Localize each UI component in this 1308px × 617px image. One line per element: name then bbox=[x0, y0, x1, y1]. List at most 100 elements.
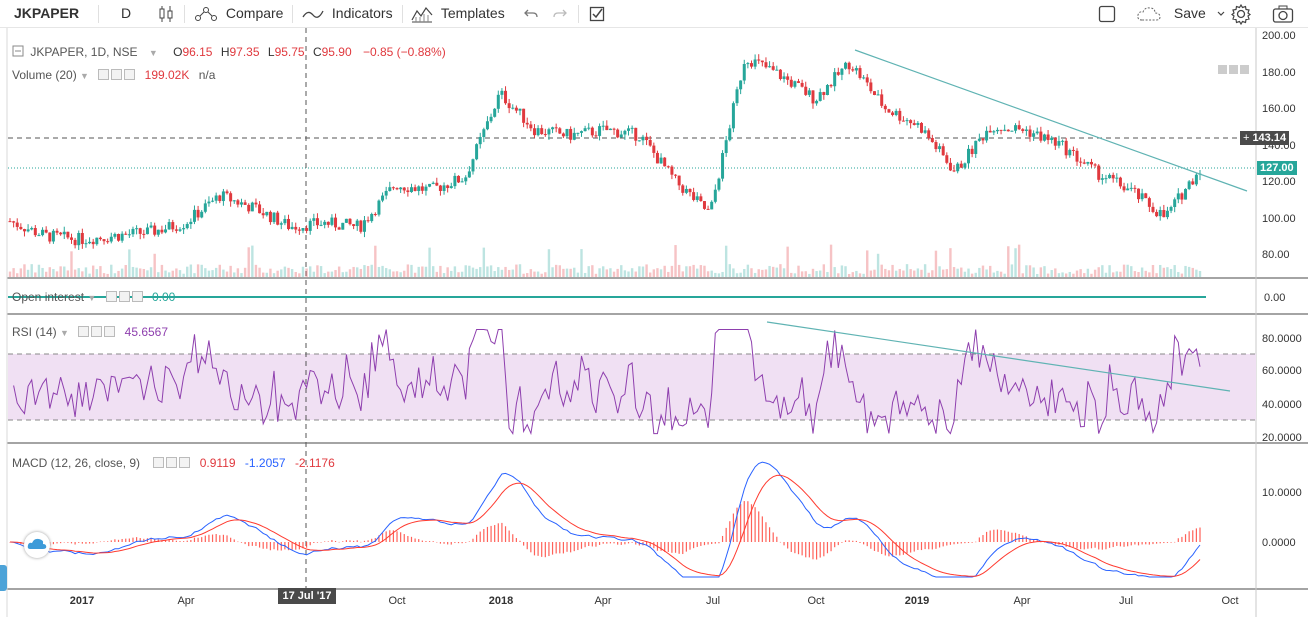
settings-small-icon[interactable] bbox=[91, 326, 103, 337]
volume-bar bbox=[544, 272, 547, 277]
chart-canvas[interactable]: 200.00180.00160.00140.00120.00100.0080.0… bbox=[0, 28, 1308, 617]
volume-bar bbox=[920, 269, 923, 277]
volume-bar bbox=[272, 273, 276, 277]
main-legend: JKPAPER, 1D, NSE ▼ O96.15 H97.35 L95.75 … bbox=[12, 44, 446, 60]
candle-body bbox=[739, 80, 743, 90]
candle-body bbox=[854, 68, 858, 71]
undo-button[interactable] bbox=[523, 0, 539, 26]
candle-body bbox=[898, 110, 902, 121]
close-icon[interactable] bbox=[104, 326, 116, 337]
fullscreen-button[interactable] bbox=[1098, 0, 1116, 26]
macd-histogram-bar bbox=[67, 542, 69, 543]
volume-bar bbox=[377, 266, 381, 277]
candle-body bbox=[391, 187, 395, 189]
macd-legend: MACD (12, 26, close, 9) 0.9119 -1.2057 -… bbox=[12, 455, 335, 471]
visibility-icon[interactable] bbox=[105, 291, 117, 302]
close-icon[interactable] bbox=[179, 457, 191, 468]
visibility-icon[interactable] bbox=[98, 69, 110, 80]
candle-body bbox=[489, 116, 493, 122]
indicators-button[interactable]: Indicators bbox=[302, 0, 393, 26]
interval-button[interactable]: D bbox=[121, 5, 132, 21]
macd-histogram-bar bbox=[743, 501, 745, 542]
volume-bar bbox=[66, 270, 70, 277]
pane-controls[interactable] bbox=[1218, 61, 1254, 74]
dropdown-icon[interactable]: ▼ bbox=[148, 48, 158, 58]
candle-body bbox=[221, 191, 225, 202]
candle-body bbox=[930, 137, 934, 143]
chart-area[interactable]: 200.00 180.00 160.00 140.00 120.00 100.00 80.0… bbox=[0, 28, 1308, 617]
macd-histogram-bar bbox=[888, 542, 890, 557]
close-icon[interactable] bbox=[131, 291, 143, 302]
rsi-title[interactable]: RSI (14) bbox=[12, 325, 57, 339]
candle-body bbox=[887, 109, 891, 113]
side-panel-tab[interactable] bbox=[0, 565, 7, 591]
volume-bar bbox=[862, 273, 865, 277]
main-title[interactable]: JKPAPER, 1D, NSE bbox=[30, 45, 138, 59]
volume-bar bbox=[710, 270, 713, 277]
volume-bar bbox=[529, 269, 533, 277]
candle-body bbox=[999, 129, 1003, 131]
volume-bar bbox=[84, 267, 88, 277]
rsi-legend: RSI (14) ▼ 45.6567 bbox=[12, 324, 168, 340]
candle-body bbox=[1184, 188, 1188, 200]
close-label: C bbox=[312, 45, 322, 59]
volume-bar bbox=[73, 269, 77, 277]
volume-bar bbox=[157, 272, 160, 277]
volume-title[interactable]: Volume (20) bbox=[12, 68, 77, 82]
volume-bar bbox=[732, 268, 735, 277]
dropdown-icon[interactable]: ▼ bbox=[87, 293, 97, 303]
close-icon[interactable] bbox=[124, 69, 136, 80]
volume-bar bbox=[19, 268, 23, 277]
screenshot-checkbox-button[interactable] bbox=[589, 0, 605, 26]
volume-bar bbox=[594, 273, 598, 277]
volume-bar bbox=[475, 268, 478, 277]
settings-small-icon[interactable] bbox=[111, 69, 123, 80]
volume-bar bbox=[251, 245, 254, 277]
candle-body bbox=[815, 100, 819, 104]
signal-value: -2.1176 bbox=[294, 456, 335, 470]
macd-histogram-bar bbox=[479, 531, 481, 542]
chart-logo[interactable] bbox=[24, 532, 50, 558]
volume-bar bbox=[909, 269, 912, 277]
snapshot-button[interactable] bbox=[1272, 0, 1294, 26]
compare-button[interactable]: Compare bbox=[194, 0, 283, 26]
macd-histogram-bar bbox=[693, 542, 695, 549]
price-trendline[interactable] bbox=[854, 49, 1248, 192]
macd-histogram-bar bbox=[794, 542, 796, 554]
time-axis-label: 2019 bbox=[905, 595, 929, 607]
volume-bar bbox=[612, 271, 616, 277]
templates-button[interactable]: Templates bbox=[411, 0, 505, 26]
save-button[interactable]: Save bbox=[1136, 0, 1226, 26]
visibility-icon[interactable] bbox=[153, 457, 165, 468]
macd-title[interactable]: MACD (12, 26, close, 9) bbox=[12, 456, 141, 470]
oi-scale-label: 0.00 bbox=[1264, 292, 1285, 304]
settings-small-icon[interactable] bbox=[166, 457, 178, 468]
dropdown-icon[interactable]: ▼ bbox=[60, 328, 69, 338]
macd-histogram-bar bbox=[1018, 533, 1020, 542]
macd-histogram-bar bbox=[468, 541, 470, 542]
macd-histogram-bar bbox=[230, 537, 232, 542]
settings-button[interactable] bbox=[1230, 0, 1252, 26]
symbol-search[interactable]: JKPAPER bbox=[14, 5, 80, 21]
dropdown-icon[interactable]: ▼ bbox=[80, 71, 89, 81]
volume-bar bbox=[869, 270, 873, 277]
plus-icon[interactable]: + bbox=[1243, 132, 1250, 144]
collapse-icon[interactable] bbox=[12, 45, 24, 57]
candle-body bbox=[601, 125, 605, 127]
candlesticks[interactable] bbox=[8, 54, 1202, 250]
redo-button[interactable] bbox=[552, 0, 568, 26]
volume-bar bbox=[200, 264, 203, 277]
visibility-icon[interactable] bbox=[78, 326, 90, 337]
bar-style-button[interactable] bbox=[158, 0, 174, 26]
candle-body bbox=[536, 128, 540, 136]
rsi-trendline[interactable] bbox=[766, 321, 1231, 392]
settings-small-icon[interactable] bbox=[118, 291, 130, 302]
volume-bar bbox=[258, 267, 261, 277]
volume-bar bbox=[873, 269, 876, 277]
macd-histogram-bar bbox=[1181, 536, 1183, 542]
oi-title[interactable]: Open interest bbox=[12, 290, 85, 304]
macd-histogram-bar bbox=[870, 542, 872, 549]
volume-bar bbox=[269, 268, 272, 277]
candle-body bbox=[247, 204, 251, 212]
volume-bar bbox=[1025, 265, 1028, 277]
